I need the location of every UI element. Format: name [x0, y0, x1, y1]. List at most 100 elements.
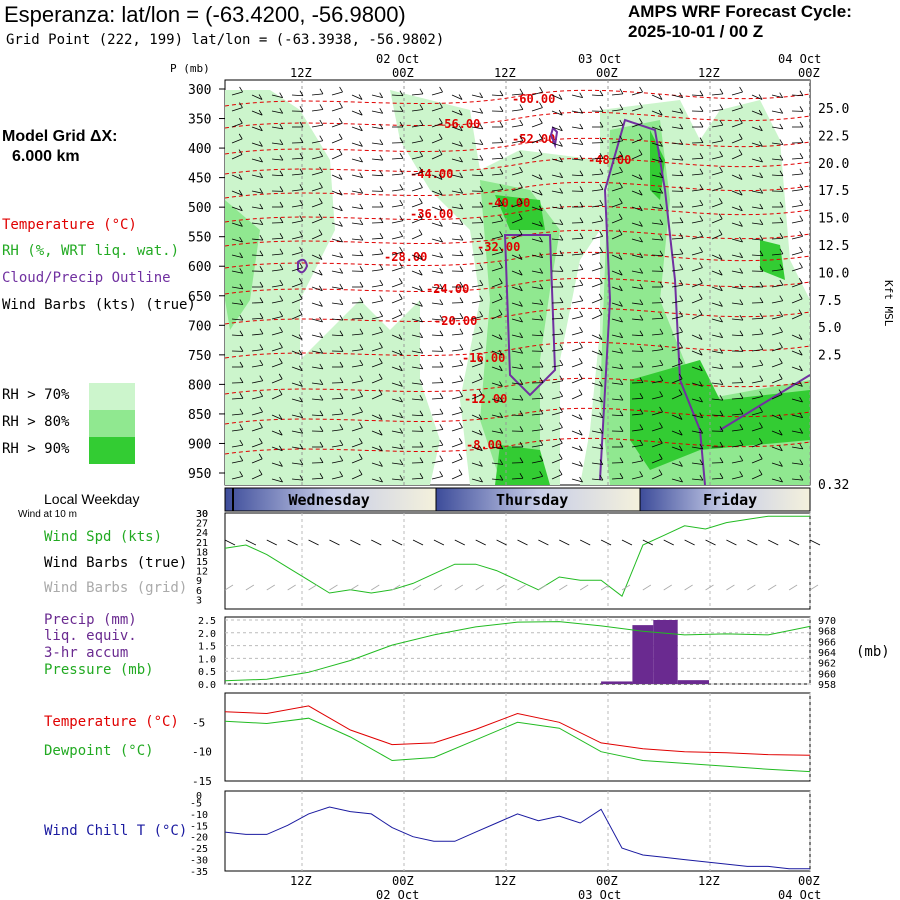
wind-barb-shaft: [791, 334, 803, 340]
wind-barb-shaft: [731, 206, 743, 212]
wind-barb: [251, 469, 263, 480]
wind-barb-shaft: [331, 334, 344, 337]
wind-barb-shaft: [331, 122, 343, 128]
rh-80-swatch: [89, 410, 135, 437]
wind-barb-shaft: [451, 174, 463, 179]
wind-barb: [351, 125, 363, 132]
wind-barb-shaft: [451, 190, 463, 194]
wind-barb-shaft: [691, 267, 703, 272]
wind-barb: [371, 373, 383, 384]
wind-barb: [311, 229, 323, 240]
wind-barb: [712, 441, 724, 448]
wind-barb-grid: [308, 584, 317, 591]
wind-barb-shaft: [491, 414, 503, 419]
wind-barb-shaft: [771, 430, 783, 436]
wind-barb-flag: [299, 199, 304, 206]
wind-barb-flag: [558, 109, 563, 116]
wind-barb-flag: [239, 221, 243, 227]
wind-barb-flag: [759, 344, 764, 350]
wind-barb: [451, 141, 463, 147]
wind-barb: [691, 443, 704, 450]
wind-barb: [591, 309, 603, 320]
wind-barb-shaft: [351, 94, 363, 100]
wind-barb-shaft: [331, 190, 343, 196]
wind-barb-shaft: [631, 334, 644, 337]
wind-barb: [351, 297, 364, 304]
wind-barb-flag: [799, 153, 804, 159]
legend-wind-barbs: Wind Barbs (kts) (true): [2, 297, 196, 313]
wind-barb-flag: [579, 139, 584, 145]
wind-barb-flag: [439, 102, 443, 108]
wind-barb-true: [642, 539, 654, 546]
wind-barb-shaft: [531, 397, 544, 400]
wind-barb-shaft: [531, 334, 544, 337]
wind-barb-flag: [679, 154, 684, 161]
wind-barb: [451, 219, 464, 225]
wind-barb-shaft: [371, 110, 383, 114]
wind-barb-shaft: [551, 110, 563, 116]
wind-barb: [431, 455, 444, 464]
wind-ytick-label: 21: [196, 538, 208, 549]
wind-barb-flag: [499, 106, 504, 112]
wind-barb-flag: [659, 297, 664, 303]
wind-barb-flag: [359, 359, 364, 366]
wind-barb: [791, 231, 804, 240]
wind-barb: [671, 139, 684, 145]
wind-barb: [611, 457, 624, 464]
wind-barb: [511, 316, 523, 323]
weekday-label: Local Weekday: [44, 491, 140, 507]
wind-barb: [471, 389, 483, 400]
wind-barb-flag: [279, 279, 284, 286]
wind-barb-shaft: [791, 173, 803, 176]
wind-barb-flag: [579, 311, 584, 317]
wind-barb: [711, 229, 723, 240]
wind-barb: [631, 189, 643, 196]
wind-barb-shaft: [411, 124, 423, 128]
wind-barb-shaft: [551, 349, 563, 352]
wind-barb-flag: [658, 94, 663, 100]
height-tick-label: 17.5: [818, 184, 849, 199]
wind-barb: [671, 311, 684, 320]
wind-barb-shaft: [391, 430, 403, 434]
wind-barb: [291, 246, 303, 256]
wind-ytick-label: 3: [196, 595, 202, 606]
wind-barb-grid: [705, 584, 714, 591]
wind-barb: [691, 412, 704, 419]
wind-barb-true: [496, 539, 507, 546]
wind-barb-true: [266, 539, 277, 546]
wind-barb: [631, 133, 643, 144]
wind-barb-flag: [459, 422, 463, 428]
top-time-tick: 12Z: [698, 66, 720, 80]
wind-barb: [551, 156, 563, 163]
wind-barb-shaft: [691, 251, 703, 256]
wind-barb-shaft: [231, 122, 243, 128]
wind-barb-flag: [539, 393, 544, 399]
wind-barb: [751, 219, 764, 225]
wind-barb-shaft: [251, 364, 263, 368]
wind-barb-flag: [339, 361, 344, 368]
wind-barb-flag: [379, 170, 384, 176]
wind-barb: [271, 170, 284, 177]
wind-barb-flag: [379, 279, 384, 286]
wind-barb-shaft: [551, 364, 563, 368]
wind-barb: [392, 121, 404, 128]
wind-barb: [371, 217, 384, 224]
wind-barb-shaft: [591, 350, 603, 356]
wind-barb-flag: [239, 455, 244, 461]
wind-barb-flag: [399, 90, 404, 96]
wind-barb-shaft: [551, 317, 564, 320]
wind-barb-flag: [738, 174, 743, 180]
wind-barb: [511, 379, 524, 385]
wind-barb: [291, 184, 304, 192]
wind-barb: [491, 428, 504, 434]
wind-barb-shaft: [251, 411, 263, 416]
wind-barb-flag: [418, 213, 423, 220]
wind-barb-shaft: [611, 234, 623, 240]
wind-barb-shaft: [711, 286, 723, 292]
wind-barb-flag: [339, 283, 344, 290]
wind-barb-shaft: [571, 315, 583, 320]
wind-barb-shaft: [351, 364, 363, 368]
wind-barb-flag: [539, 471, 544, 477]
wind-barb: [371, 186, 384, 192]
wind-barb-flag: [239, 236, 243, 243]
